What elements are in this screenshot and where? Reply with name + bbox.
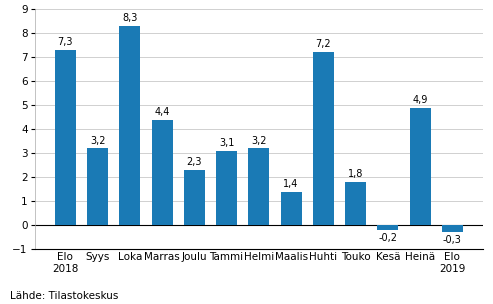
Bar — [410, 108, 430, 225]
Text: -0,2: -0,2 — [378, 233, 397, 243]
Bar — [281, 192, 302, 225]
Bar — [442, 225, 463, 233]
Bar — [377, 225, 398, 230]
Text: 4,4: 4,4 — [154, 107, 170, 117]
Text: 2,3: 2,3 — [186, 157, 202, 167]
Bar — [87, 148, 108, 225]
Bar — [152, 119, 173, 225]
Bar — [248, 148, 269, 225]
Text: 7,3: 7,3 — [58, 37, 73, 47]
Bar — [345, 182, 366, 225]
Bar — [119, 26, 141, 225]
Text: 8,3: 8,3 — [122, 13, 138, 23]
Text: 4,9: 4,9 — [412, 95, 428, 105]
Bar — [184, 170, 205, 225]
Text: 3,1: 3,1 — [219, 138, 234, 148]
Text: 3,2: 3,2 — [90, 136, 106, 146]
Text: -0,3: -0,3 — [443, 235, 462, 245]
Text: Lähde: Tilastokeskus: Lähde: Tilastokeskus — [10, 291, 118, 301]
Bar — [216, 151, 237, 225]
Text: 1,4: 1,4 — [283, 179, 299, 189]
Text: 7,2: 7,2 — [316, 40, 331, 50]
Text: 1,8: 1,8 — [348, 169, 363, 179]
Bar — [313, 52, 334, 225]
Bar — [55, 50, 76, 225]
Text: 3,2: 3,2 — [251, 136, 267, 146]
